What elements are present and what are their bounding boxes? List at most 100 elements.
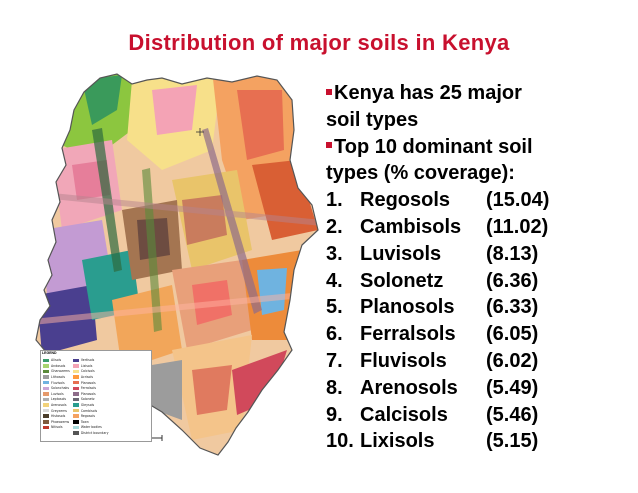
legend-column-2: Vertisols Lixisols Calcisols Acrisols Planos…	[72, 358, 109, 439]
legend-swatch	[72, 364, 79, 368]
legend-item: Arenosols	[43, 403, 70, 408]
legend-item: Cambisols	[72, 408, 109, 413]
legend-swatch	[43, 425, 49, 430]
legend-item: Town	[72, 420, 109, 425]
legend-swatch	[43, 408, 49, 413]
legend-label: Vertisols	[80, 358, 95, 363]
legend-label: Lixisols	[80, 363, 93, 368]
legend-swatch	[43, 420, 49, 424]
soil-rank: 8.	[326, 376, 343, 399]
bullet-item: Top 10 dominant soil types (% coverage):	[326, 134, 626, 188]
legend-swatch	[43, 369, 49, 374]
soil-coverage: (5.49)	[486, 376, 539, 399]
legend-label: Acrisols	[80, 375, 94, 380]
legend-title: LEGEND	[42, 351, 57, 355]
legend-swatch	[43, 358, 49, 363]
legend-label: Leptosols	[51, 397, 67, 402]
soil-name: Fluvisols	[360, 349, 447, 372]
legend-item: Gleysols	[72, 403, 109, 408]
legend-item: Regosols	[72, 414, 109, 419]
soil-rank: 5.	[326, 296, 343, 319]
legend-label: Luvisols	[51, 391, 64, 396]
soil-list-item: 1. Regosols (15.04)	[326, 187, 626, 214]
compass-marker	[196, 128, 204, 136]
legend-label: Solonetz	[80, 397, 95, 402]
soil-name: Planosols	[360, 296, 455, 319]
legend-label: Ghanozems	[51, 369, 70, 374]
legend-swatch	[43, 386, 49, 391]
bullet-line: Kenya has 25 major	[326, 80, 626, 107]
legend-swatch	[72, 375, 79, 379]
legend-label: Calcisols	[80, 369, 95, 374]
soil-name: Lixisols	[360, 430, 435, 453]
soil-name: Cambisols	[360, 215, 462, 238]
legend-swatch	[43, 397, 49, 402]
legend-label: Gleysols	[80, 403, 95, 408]
legend-item: Vertisols	[72, 358, 109, 363]
legend-item: Planosols	[72, 391, 109, 397]
legend-label: Arenosols	[51, 403, 67, 408]
soil-rank: 6.	[326, 323, 343, 346]
dominant-soils-list: 1. Regosols (15.04) 2. Cambisols (11.02) 3. Luv…	[326, 187, 626, 455]
soil-name: Calcisols	[360, 403, 448, 426]
soil-name: Arenosols	[360, 376, 458, 399]
legend-swatch	[72, 358, 79, 363]
soil-coverage: (8.13)	[486, 242, 539, 265]
legend-label: Nitisols	[51, 425, 63, 430]
soil-coverage: (5.46)	[486, 403, 539, 426]
legend-swatch	[43, 375, 49, 379]
soil-list-item: 7. Fluvisols (6.02)	[326, 348, 626, 375]
soil-name: Solonetz	[360, 269, 444, 292]
legend-label: Water bodies	[80, 425, 102, 430]
legend-item: Water bodies	[72, 425, 109, 430]
legend-column-1: Alisols Andosols Ghanozems Lithosols Fluviso…	[43, 358, 70, 439]
soil-rank: 3.	[326, 242, 343, 265]
soil-rank: 7.	[326, 349, 343, 372]
legend-swatch	[72, 386, 79, 391]
legend-label: Solonchaks	[51, 386, 70, 391]
legend-label: Andosols	[51, 363, 66, 368]
soil-coverage: (6.05)	[486, 323, 539, 346]
soil-list-item: 10. Lixisols (5.15)	[326, 428, 626, 455]
legend-label: Planosols	[80, 391, 96, 396]
legend-swatch	[72, 397, 79, 402]
legend-item: Greyzems	[43, 408, 70, 413]
legend-swatch	[72, 414, 79, 418]
legend-label: District boundary	[80, 431, 109, 436]
soil-rank: 9.	[326, 403, 343, 426]
legend-item: Ferralsols	[72, 386, 109, 391]
soil-name: Luvisols	[360, 242, 442, 265]
legend-swatch	[72, 420, 79, 424]
legend-item: Lithosols	[43, 375, 70, 380]
legend-item: Leptosols	[43, 397, 70, 402]
legend-item: Solonetz	[72, 397, 109, 402]
soil-rank: 1.	[326, 189, 343, 212]
legend-swatch	[72, 380, 79, 385]
legend-label: Ferralsols	[80, 386, 97, 391]
legend-label: Cambisols	[80, 408, 98, 413]
bullet-line: types (% coverage):	[326, 162, 515, 185]
slide-title: Distribution of major soils in Kenya	[128, 30, 510, 55]
legend-swatch	[43, 380, 49, 385]
soil-list-item: 9. Calcisols (5.46)	[326, 402, 626, 429]
legend-item: Ghanozems	[43, 369, 70, 374]
soil-coverage: (11.02)	[486, 215, 549, 238]
soil-rank: 2.	[326, 215, 343, 238]
legend-label: Greyzems	[51, 408, 67, 413]
legend-swatch	[43, 364, 49, 368]
soil-list-item: 2. Cambisols (11.02)	[326, 214, 626, 241]
soil-list-item: 6. Ferralsols (6.05)	[326, 321, 626, 348]
bullet-line: Top 10 dominant soil	[326, 134, 626, 161]
legend-swatch	[72, 403, 79, 407]
legend-item: Calcisols	[72, 369, 109, 374]
soil-coverage: (6.02)	[486, 349, 539, 372]
legend-label: Histosols	[51, 414, 66, 419]
soil-list-item: 8. Arenosols (5.49)	[326, 375, 626, 402]
legend-item: Solonchaks	[43, 386, 70, 391]
legend-swatch	[72, 369, 79, 374]
legend-label: Regosols	[80, 414, 95, 419]
soil-coverage: (6.33)	[486, 296, 539, 319]
soil-coverage: (15.04)	[486, 189, 550, 212]
legend-item: Phaeozems	[43, 420, 70, 425]
bullet-item: Kenya has 25 major soil types	[326, 80, 626, 134]
